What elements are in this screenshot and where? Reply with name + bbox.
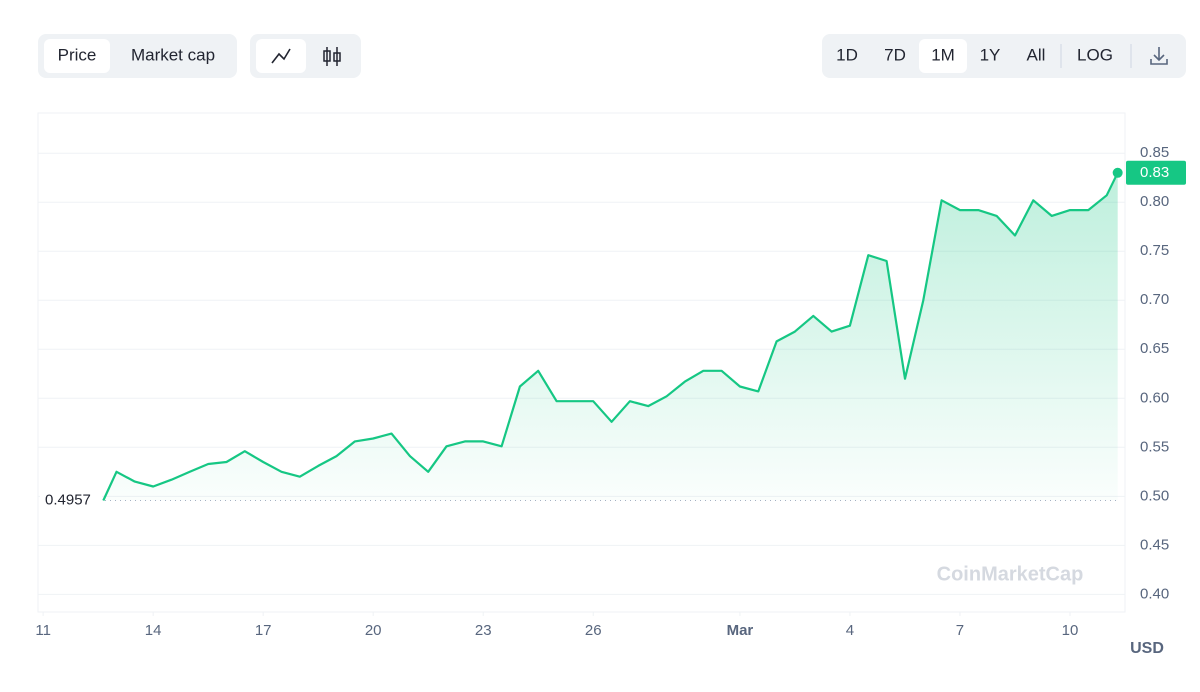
active-metric-bg	[44, 39, 110, 73]
y-tick-label: 0.40	[1140, 585, 1169, 602]
x-tick-label: 23	[475, 622, 492, 639]
log-button[interactable]: LOG	[1077, 45, 1113, 64]
active-range-bg	[919, 39, 967, 73]
y-tick-label: 0.70	[1140, 291, 1169, 308]
x-tick-label: 20	[365, 622, 382, 639]
market-cap-button[interactable]: Market cap	[131, 45, 215, 64]
watermark: CoinMarketCap	[937, 563, 1084, 585]
start-label: 0.4957	[45, 492, 91, 509]
x-tick-label: 14	[145, 622, 162, 639]
y-tick-label: 0.80	[1140, 193, 1169, 210]
y-tick-label: 0.65	[1140, 340, 1169, 357]
range-button[interactable]: 1Y	[980, 45, 1001, 64]
y-tick-label: 0.60	[1140, 389, 1169, 406]
line-icon	[271, 48, 291, 64]
range-button[interactable]: All	[1027, 45, 1046, 64]
price-line	[102, 172, 1119, 501]
range-button[interactable]: 1M	[931, 45, 955, 64]
range-button[interactable]: 1D	[836, 45, 858, 64]
start-label-bg	[40, 489, 102, 512]
last-price-label: 0.83	[1140, 164, 1169, 181]
range-switch	[822, 34, 1186, 78]
last-price-badge	[1126, 160, 1186, 185]
area-fill	[103, 172, 1118, 501]
plot-frame	[37, 112, 1126, 613]
range-button[interactable]: 7D	[884, 45, 906, 64]
price-button[interactable]: Price	[58, 45, 97, 64]
x-tick-label: 10	[1062, 622, 1079, 639]
y-tick-label: 0.55	[1140, 438, 1169, 455]
unit-label: USD	[1130, 640, 1164, 657]
x-tick-label: 11	[35, 622, 51, 639]
y-tick-label: 0.50	[1140, 487, 1169, 504]
y-tick-label: 0.85	[1140, 144, 1169, 161]
x-tick-label: Mar	[727, 622, 754, 639]
candle-icon[interactable]	[323, 47, 341, 66]
y-tick-label: 0.45	[1140, 536, 1169, 553]
download-button[interactable]	[1150, 47, 1168, 65]
x-tick-label: 4	[846, 622, 854, 639]
x-tick-label: 7	[956, 622, 964, 639]
x-tick-label: 17	[255, 622, 272, 639]
last-point	[1112, 167, 1123, 178]
x-tick-label: 26	[585, 622, 602, 639]
y-tick-label: 0.75	[1140, 242, 1169, 259]
